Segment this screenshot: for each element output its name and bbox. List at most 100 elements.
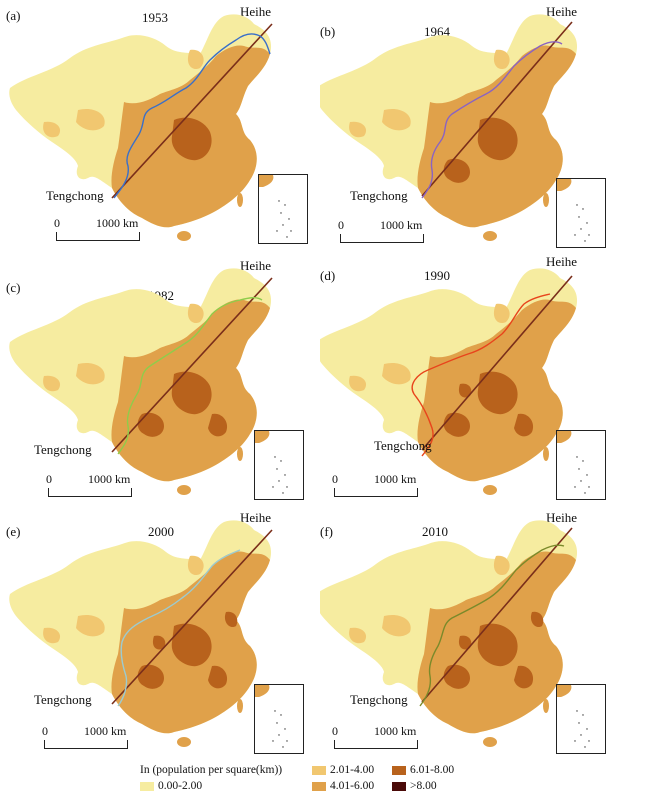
hainan-island xyxy=(483,485,497,495)
inset-island-dot xyxy=(278,734,280,736)
inset-island-dot xyxy=(286,740,288,742)
inset-island-dot xyxy=(588,486,590,488)
medium-density-patch xyxy=(493,303,510,324)
heihe-label: Heihe xyxy=(546,510,578,525)
inset-island-dot xyxy=(582,460,584,462)
inset-island-dot xyxy=(282,492,284,494)
inset-island-dot xyxy=(586,222,588,224)
legend-item: 4.01-6.00 xyxy=(312,780,374,792)
hu-line xyxy=(111,23,273,199)
inset-island-dot xyxy=(576,710,578,712)
inset-island-dot xyxy=(580,480,582,482)
inset-island-dot xyxy=(574,740,576,742)
density-boundary-line xyxy=(419,544,565,707)
inset-island-dot xyxy=(272,740,274,742)
legend: In (population per square(km)) 0.00-2.00… xyxy=(0,756,650,794)
high-density-patch xyxy=(458,635,472,650)
high-density-patch xyxy=(224,611,238,628)
map-group xyxy=(9,14,273,241)
inset-island-dot xyxy=(580,228,582,230)
hu-line xyxy=(421,275,573,451)
panel-year: 1990 xyxy=(424,268,450,283)
inset-coast xyxy=(557,179,572,191)
inset-island-dot xyxy=(276,722,278,724)
scale-line xyxy=(334,488,418,497)
inset-coast xyxy=(557,685,572,697)
high-density-patch xyxy=(477,371,518,415)
high-density-patch xyxy=(171,623,212,667)
hu-line xyxy=(421,21,573,197)
scale-line xyxy=(340,234,424,243)
inset-island-dot xyxy=(284,474,286,476)
taiwan-island xyxy=(237,193,243,207)
high-density-patch xyxy=(477,117,518,161)
inset-island-dot xyxy=(584,240,586,242)
scale-zero: 0 xyxy=(332,724,338,738)
legend-label: 0.00-2.00 xyxy=(158,780,203,792)
south-china-sea-inset xyxy=(556,178,606,248)
taiwan-island xyxy=(543,193,549,207)
map-group xyxy=(320,268,577,495)
inset-map xyxy=(557,685,590,748)
high-density-patch xyxy=(443,412,470,437)
legend-swatch xyxy=(140,781,154,791)
hu-line xyxy=(111,277,273,453)
inset-island-dot xyxy=(586,474,588,476)
hainan-island xyxy=(177,485,191,495)
panel-year: 1953 xyxy=(142,10,168,25)
inset-coast xyxy=(259,175,274,187)
high-density-patch xyxy=(137,664,164,689)
legend-item: >8.00 xyxy=(392,780,437,792)
scale-line xyxy=(334,740,418,749)
panel-letter: (e) xyxy=(6,524,21,539)
inset-island-dot xyxy=(282,746,284,748)
tengchong-label: Tengchong xyxy=(350,692,408,707)
heihe-label: Heihe xyxy=(240,4,272,19)
inset-map xyxy=(557,431,590,494)
density-boundary-line xyxy=(411,293,551,457)
density-boundary-line xyxy=(113,33,271,199)
hu-line xyxy=(111,529,273,705)
legend-item: 0.00-2.00 xyxy=(140,780,202,792)
inset-island-dot xyxy=(282,224,284,226)
density-boundary-line xyxy=(117,549,241,707)
high-density-patch xyxy=(152,635,166,650)
inset-island-dot xyxy=(576,456,578,458)
inset-island-dot xyxy=(286,236,288,238)
panel-letter: (d) xyxy=(320,268,336,283)
scale-km: 1000 km xyxy=(88,472,131,486)
hu-line xyxy=(421,527,573,703)
medium-density-patch xyxy=(187,303,204,324)
scale-km: 1000 km xyxy=(374,472,417,486)
map-panel-b: (b) 1964 Heihe Tengchong 0 1000 km xyxy=(320,0,640,250)
high-density-patch xyxy=(171,117,212,161)
tengchong-label: Tengchong xyxy=(34,442,92,457)
legend-swatch xyxy=(312,765,326,775)
legend-swatch xyxy=(312,781,326,791)
inset-map xyxy=(557,179,590,242)
south-china-sea-inset xyxy=(254,430,304,500)
inset-island-dot xyxy=(290,230,292,232)
taiwan-island xyxy=(237,447,243,461)
china-map xyxy=(320,520,577,747)
map-panel-e: (e) 2000 Heihe Tengchong 0 1000 km xyxy=(0,506,320,756)
inset-coast xyxy=(255,431,270,443)
density-boundary-line xyxy=(421,41,563,199)
inset-island-dot xyxy=(280,212,282,214)
inset-island-dot xyxy=(588,740,590,742)
scale-km: 1000 km xyxy=(380,218,423,232)
inset-island-dot xyxy=(280,460,282,462)
inset-island-dot xyxy=(584,746,586,748)
scale-bar: 0 1000 km xyxy=(54,216,164,256)
high-density-patch xyxy=(443,664,470,689)
panel-letter: (a) xyxy=(6,8,21,23)
legend-swatch xyxy=(392,765,406,775)
scale-bar: 0 1000 km xyxy=(332,724,442,764)
medium-density-patch xyxy=(493,49,510,70)
panel-letter: (c) xyxy=(6,280,21,295)
high-density-patch xyxy=(530,611,544,628)
scale-zero: 0 xyxy=(338,218,344,232)
china-map xyxy=(9,14,273,241)
medium-density-patch xyxy=(76,614,105,637)
panel-year: 2010 xyxy=(422,524,448,539)
